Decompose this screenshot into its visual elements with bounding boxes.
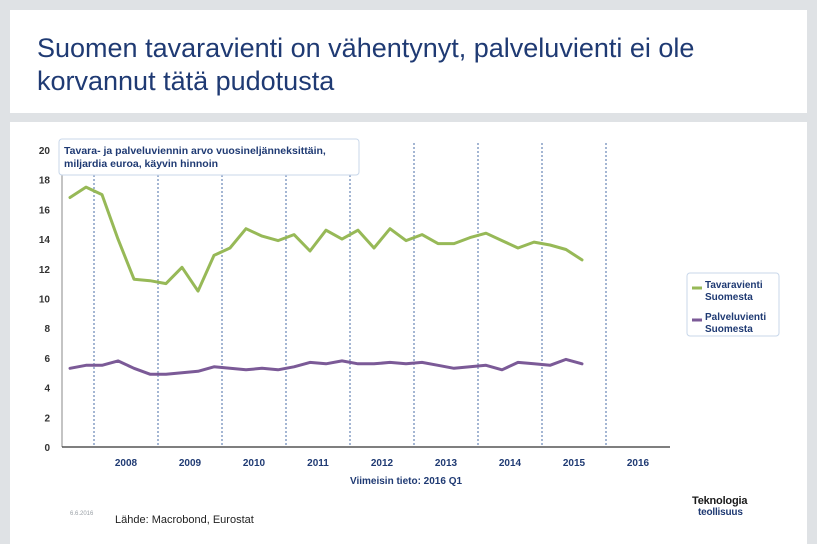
- x-tick-label: 2015: [563, 458, 586, 469]
- logo-line1: Teknologia: [692, 495, 748, 507]
- footer-date: 6.6.2016: [70, 511, 94, 517]
- y-tick-label: 16: [39, 205, 51, 216]
- legend-label: Suomesta: [705, 292, 753, 303]
- y-tick-label: 10: [39, 295, 51, 306]
- legend-label: Suomesta: [705, 324, 753, 335]
- y-tick-label: 18: [39, 176, 51, 187]
- y-tick-label: 0: [44, 443, 50, 454]
- x-axis-label: Viimeisin tieto: 2016 Q1: [350, 476, 463, 487]
- y-tick-label: 6: [44, 354, 50, 365]
- x-tick-label: 2009: [179, 458, 202, 469]
- y-tick-label: 4: [44, 384, 50, 395]
- source-note: Lähde: Macrobond, Eurostat: [115, 514, 254, 526]
- logo-line2: teollisuus: [698, 507, 743, 518]
- chart-title-line: miljardia euroa, käyvin hinnoin: [64, 158, 218, 170]
- content-panel: [10, 122, 807, 544]
- y-tick-label: 14: [39, 235, 51, 246]
- teknologiateollisuus-logo: Teknologia teollisuus: [692, 495, 792, 519]
- y-tick-label: 8: [44, 324, 50, 335]
- chart-title-line: Tavara- ja palveluviennin arvo vuosinelj…: [64, 145, 326, 157]
- title-panel: Suomen tavaravienti on vähentynyt, palve…: [10, 10, 807, 113]
- x-tick-label: 2008: [115, 458, 138, 469]
- x-tick-label: 2014: [499, 458, 522, 469]
- x-tick-label: 2013: [435, 458, 458, 469]
- legend-label: Palveluvienti: [705, 312, 766, 323]
- series-line: [68, 185, 584, 293]
- x-tick-label: 2012: [371, 458, 394, 469]
- y-tick-label: 20: [39, 146, 51, 157]
- x-tick-label: 2016: [627, 458, 650, 469]
- y-tick-label: 2: [44, 413, 50, 424]
- chart-title-box: [58, 138, 360, 176]
- series-line: [68, 357, 584, 376]
- y-tick-label: 12: [39, 265, 51, 276]
- legend-label: Tavaravienti: [705, 280, 763, 291]
- slide-title: Suomen tavaravienti on vähentynyt, palve…: [37, 33, 695, 96]
- x-tick-label: 2010: [243, 458, 266, 469]
- legend-box: [686, 272, 780, 337]
- x-tick-label: 2011: [307, 458, 329, 469]
